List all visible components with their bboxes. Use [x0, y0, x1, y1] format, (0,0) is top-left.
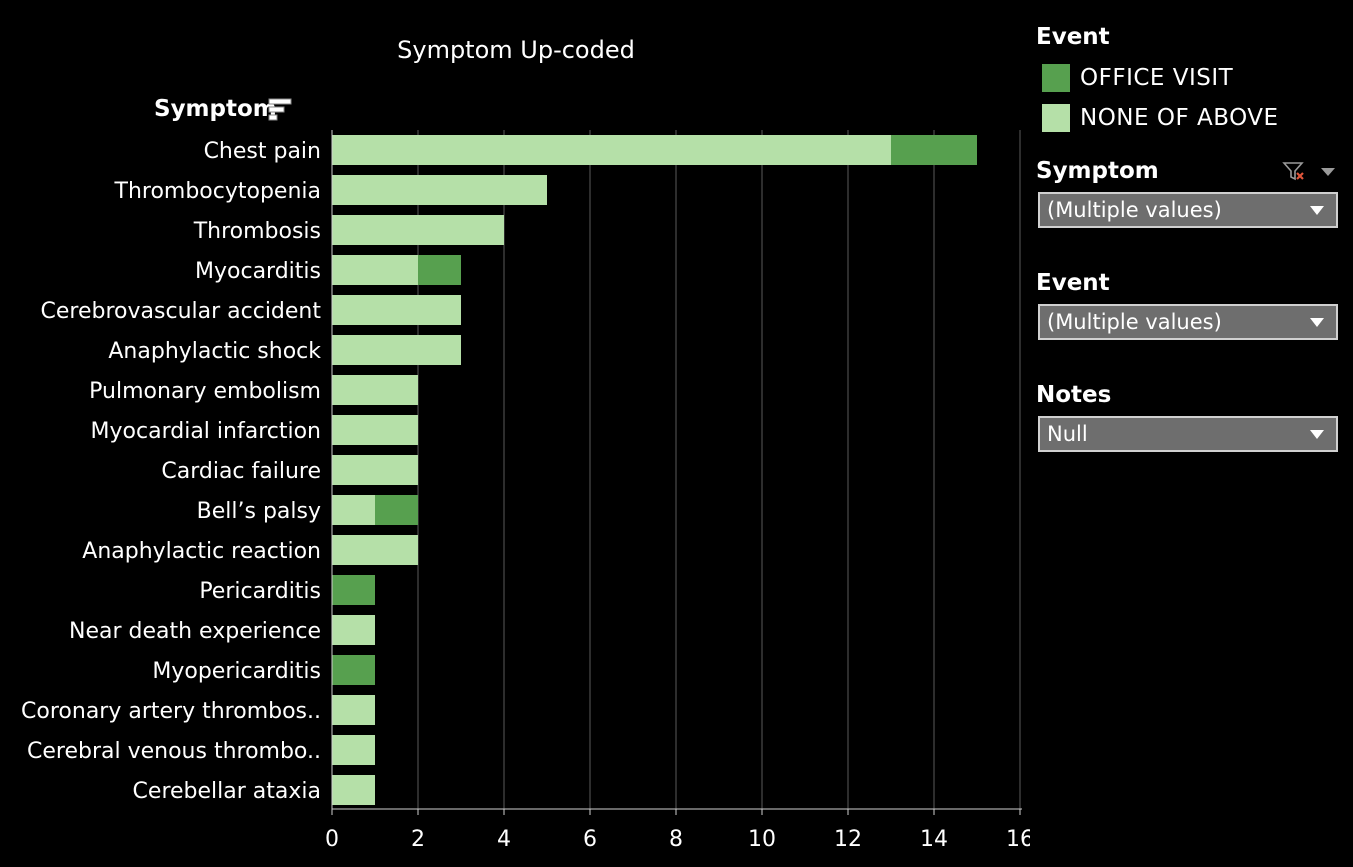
category-label: Chest pain	[204, 139, 321, 164]
category-label: Pulmonary embolism	[89, 379, 321, 404]
legend-label: NONE OF ABOVE	[1080, 105, 1279, 131]
filter-title: Symptom	[1036, 158, 1159, 184]
bar-segment[interactable]	[332, 655, 375, 685]
category-label: Cardiac failure	[161, 459, 321, 484]
bar-segment[interactable]	[332, 455, 418, 485]
filter-title: Event	[1036, 270, 1110, 296]
category-label: Pericarditis	[199, 579, 321, 604]
sort-icon[interactable]	[268, 98, 292, 122]
category-label: Myocardial infarction	[91, 419, 321, 444]
x-tick-label: 4	[497, 827, 511, 852]
bar-segment[interactable]	[332, 615, 375, 645]
bar-chart: Chest pain Thrombocytopenia Thrombosis Myoc…	[21, 130, 1030, 852]
symptom-dropdown[interactable]: (Multiple values)	[1038, 192, 1338, 228]
legend-label: OFFICE VISIT	[1080, 65, 1234, 91]
dropdown-value: Null	[1047, 422, 1088, 446]
row-header[interactable]: Symptom	[154, 96, 277, 122]
x-tick-label: 0	[325, 827, 339, 852]
symptom-filter: Symptom (Multiple values)	[1036, 158, 1338, 228]
event-dropdown[interactable]: (Multiple values)	[1038, 304, 1338, 340]
x-tick-label: 8	[669, 827, 683, 852]
bar-segment[interactable]	[418, 255, 461, 285]
bar-segment[interactable]	[332, 415, 418, 445]
category-label: Near death experience	[69, 619, 321, 644]
legend-swatch	[1042, 104, 1070, 132]
legend-item-office-visit[interactable]: OFFICE VISIT	[1036, 58, 1338, 98]
bar-segment[interactable]	[332, 135, 891, 165]
legend-swatch	[1042, 64, 1070, 92]
bar-segment[interactable]	[332, 175, 547, 205]
bar-segment[interactable]	[332, 375, 418, 405]
chevron-down-icon	[1310, 430, 1324, 439]
category-label: Anaphylactic shock	[108, 339, 321, 364]
x-tick-label: 10	[748, 827, 776, 852]
chevron-down-icon	[1310, 318, 1324, 327]
bar-segment[interactable]	[891, 135, 977, 165]
dropdown-value: (Multiple values)	[1047, 310, 1222, 334]
chevron-down-icon	[1310, 206, 1324, 215]
event-filter: Event (Multiple values)	[1036, 270, 1338, 340]
category-label: Thrombosis	[193, 219, 321, 244]
category-label: Cerebellar ataxia	[133, 779, 321, 804]
legend-item-none-of-above[interactable]: NONE OF ABOVE	[1036, 98, 1338, 138]
category-label: Cerebrovascular accident	[41, 299, 322, 324]
bar-segment[interactable]	[332, 255, 418, 285]
x-tick-label: 12	[834, 827, 862, 852]
x-tick-label: 6	[583, 827, 597, 852]
bar-segment[interactable]	[332, 735, 375, 765]
bar-segment[interactable]	[332, 335, 461, 365]
category-label: Myopericarditis	[152, 659, 321, 684]
bar-segment[interactable]	[332, 695, 375, 725]
clear-filter-icon[interactable]	[1278, 160, 1338, 184]
bar-segment[interactable]	[375, 495, 418, 525]
x-tick-label: 14	[920, 827, 948, 852]
category-label: Myocarditis	[195, 259, 321, 284]
bar-segment[interactable]	[332, 495, 375, 525]
notes-filter: Notes Null	[1036, 382, 1338, 452]
bar-segment[interactable]	[332, 575, 375, 605]
category-label: Coronary artery thrombos..	[21, 699, 321, 724]
category-label: Thrombocytopenia	[114, 179, 322, 204]
notes-dropdown[interactable]: Null	[1038, 416, 1338, 452]
bar-segment[interactable]	[332, 295, 461, 325]
bar-segment[interactable]	[332, 535, 418, 565]
legend: Event OFFICE VISIT NONE OF ABOVE	[1036, 24, 1338, 138]
bar-segment[interactable]	[332, 775, 375, 805]
chart-title: Symptom Up-coded	[397, 36, 635, 64]
category-label: Bell’s palsy	[197, 499, 321, 524]
category-label: Cerebral venous thrombo..	[27, 739, 321, 764]
category-label: Anaphylactic reaction	[82, 539, 321, 564]
dropdown-value: (Multiple values)	[1047, 198, 1222, 222]
x-tick-label: 16	[1006, 827, 1030, 852]
x-tick-label: 2	[411, 827, 425, 852]
bar-segment[interactable]	[332, 215, 504, 245]
legend-title: Event	[1036, 24, 1110, 50]
filter-title: Notes	[1036, 382, 1112, 408]
